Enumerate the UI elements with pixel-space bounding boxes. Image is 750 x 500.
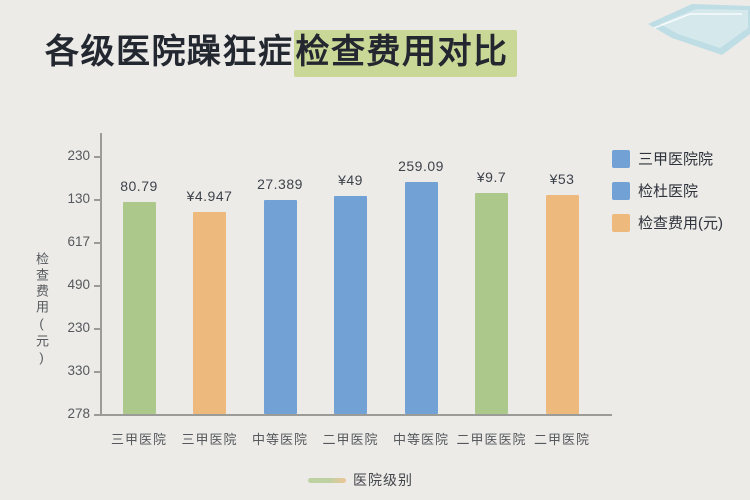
y-tick-label: 230 bbox=[67, 320, 90, 335]
legend-label: 检查费用(元) bbox=[638, 215, 723, 232]
y-tick-mark bbox=[94, 156, 100, 158]
title-highlighted-text: 检查费用对比 bbox=[293, 30, 517, 77]
bar-value-label: ¥53 bbox=[549, 171, 575, 187]
y-tick-mark bbox=[94, 371, 100, 373]
y-tick-label: 490 bbox=[67, 277, 90, 292]
legend-label: 检杜医院 bbox=[638, 183, 699, 200]
x-axis-label: 中等医院 bbox=[251, 432, 309, 447]
x-axis-label: 二甲医院 bbox=[322, 432, 379, 447]
bar-orange bbox=[545, 195, 579, 414]
y-tick-mark bbox=[94, 328, 100, 330]
bar-value-label: 27.389 bbox=[257, 176, 303, 192]
bar-green bbox=[122, 202, 156, 414]
y-tick-label: 617 bbox=[67, 234, 90, 249]
corner-leaf-decoration bbox=[648, 4, 750, 55]
bar-value-label: ¥4.947 bbox=[186, 188, 233, 204]
legend-item: 检查费用(元) bbox=[612, 212, 723, 233]
x-axis-label: 二甲医院 bbox=[533, 432, 591, 447]
y-axis-line bbox=[100, 133, 102, 415]
decoration-streak bbox=[653, 13, 742, 29]
y-tick-mark bbox=[94, 199, 100, 201]
title-plain-text: 各级医院躁狂症 bbox=[45, 33, 294, 71]
bar-value-label: 80.79 bbox=[120, 178, 158, 194]
legend-item: 三甲医院院 bbox=[612, 148, 723, 169]
bar-green bbox=[475, 193, 508, 414]
y-axis-title: 检查费用(元) bbox=[34, 252, 49, 368]
bar-value-label: 259.09 bbox=[398, 158, 444, 174]
bar-blue bbox=[263, 200, 297, 414]
bar-value-label: ¥49 bbox=[338, 172, 363, 188]
x-axis-legend-label: 医院级别 bbox=[353, 472, 413, 488]
decoration-shape bbox=[648, 4, 750, 55]
x-axis-label: 三甲医院 bbox=[110, 432, 168, 447]
legend-swatch bbox=[612, 213, 630, 232]
legend-label: 三甲医院院 bbox=[638, 151, 714, 168]
legend-swatch bbox=[612, 181, 630, 200]
y-tick-label: 330 bbox=[67, 363, 90, 378]
legend: 三甲医院院检杜医院检查费用(元) bbox=[612, 148, 723, 233]
x-axis-line bbox=[94, 414, 612, 416]
decoration-highlight bbox=[660, 9, 748, 48]
x-axis-legend: 医院级别 bbox=[308, 470, 413, 490]
x-axis-label: 三甲医院 bbox=[181, 432, 238, 447]
hospital-level-swatch bbox=[308, 477, 346, 483]
legend-item: 检杜医院 bbox=[612, 180, 723, 201]
y-tick-mark bbox=[94, 414, 100, 416]
bar-value-label: ¥9.7 bbox=[476, 169, 507, 185]
bar-orange bbox=[193, 212, 226, 414]
legend-swatch bbox=[612, 149, 630, 168]
bar-blue bbox=[334, 196, 367, 414]
x-axis-label: 二甲医医院 bbox=[456, 432, 527, 447]
y-tick-mark bbox=[94, 242, 100, 244]
bar-blue bbox=[404, 182, 438, 414]
y-tick-label: 230 bbox=[67, 148, 90, 163]
page-title: 各级医院躁狂症检查费用对比 bbox=[45, 30, 517, 77]
y-tick-label: 130 bbox=[67, 191, 90, 206]
y-tick-label: 278 bbox=[67, 406, 90, 421]
y-tick-mark bbox=[94, 285, 100, 287]
x-axis-label: 中等医院 bbox=[392, 432, 450, 447]
